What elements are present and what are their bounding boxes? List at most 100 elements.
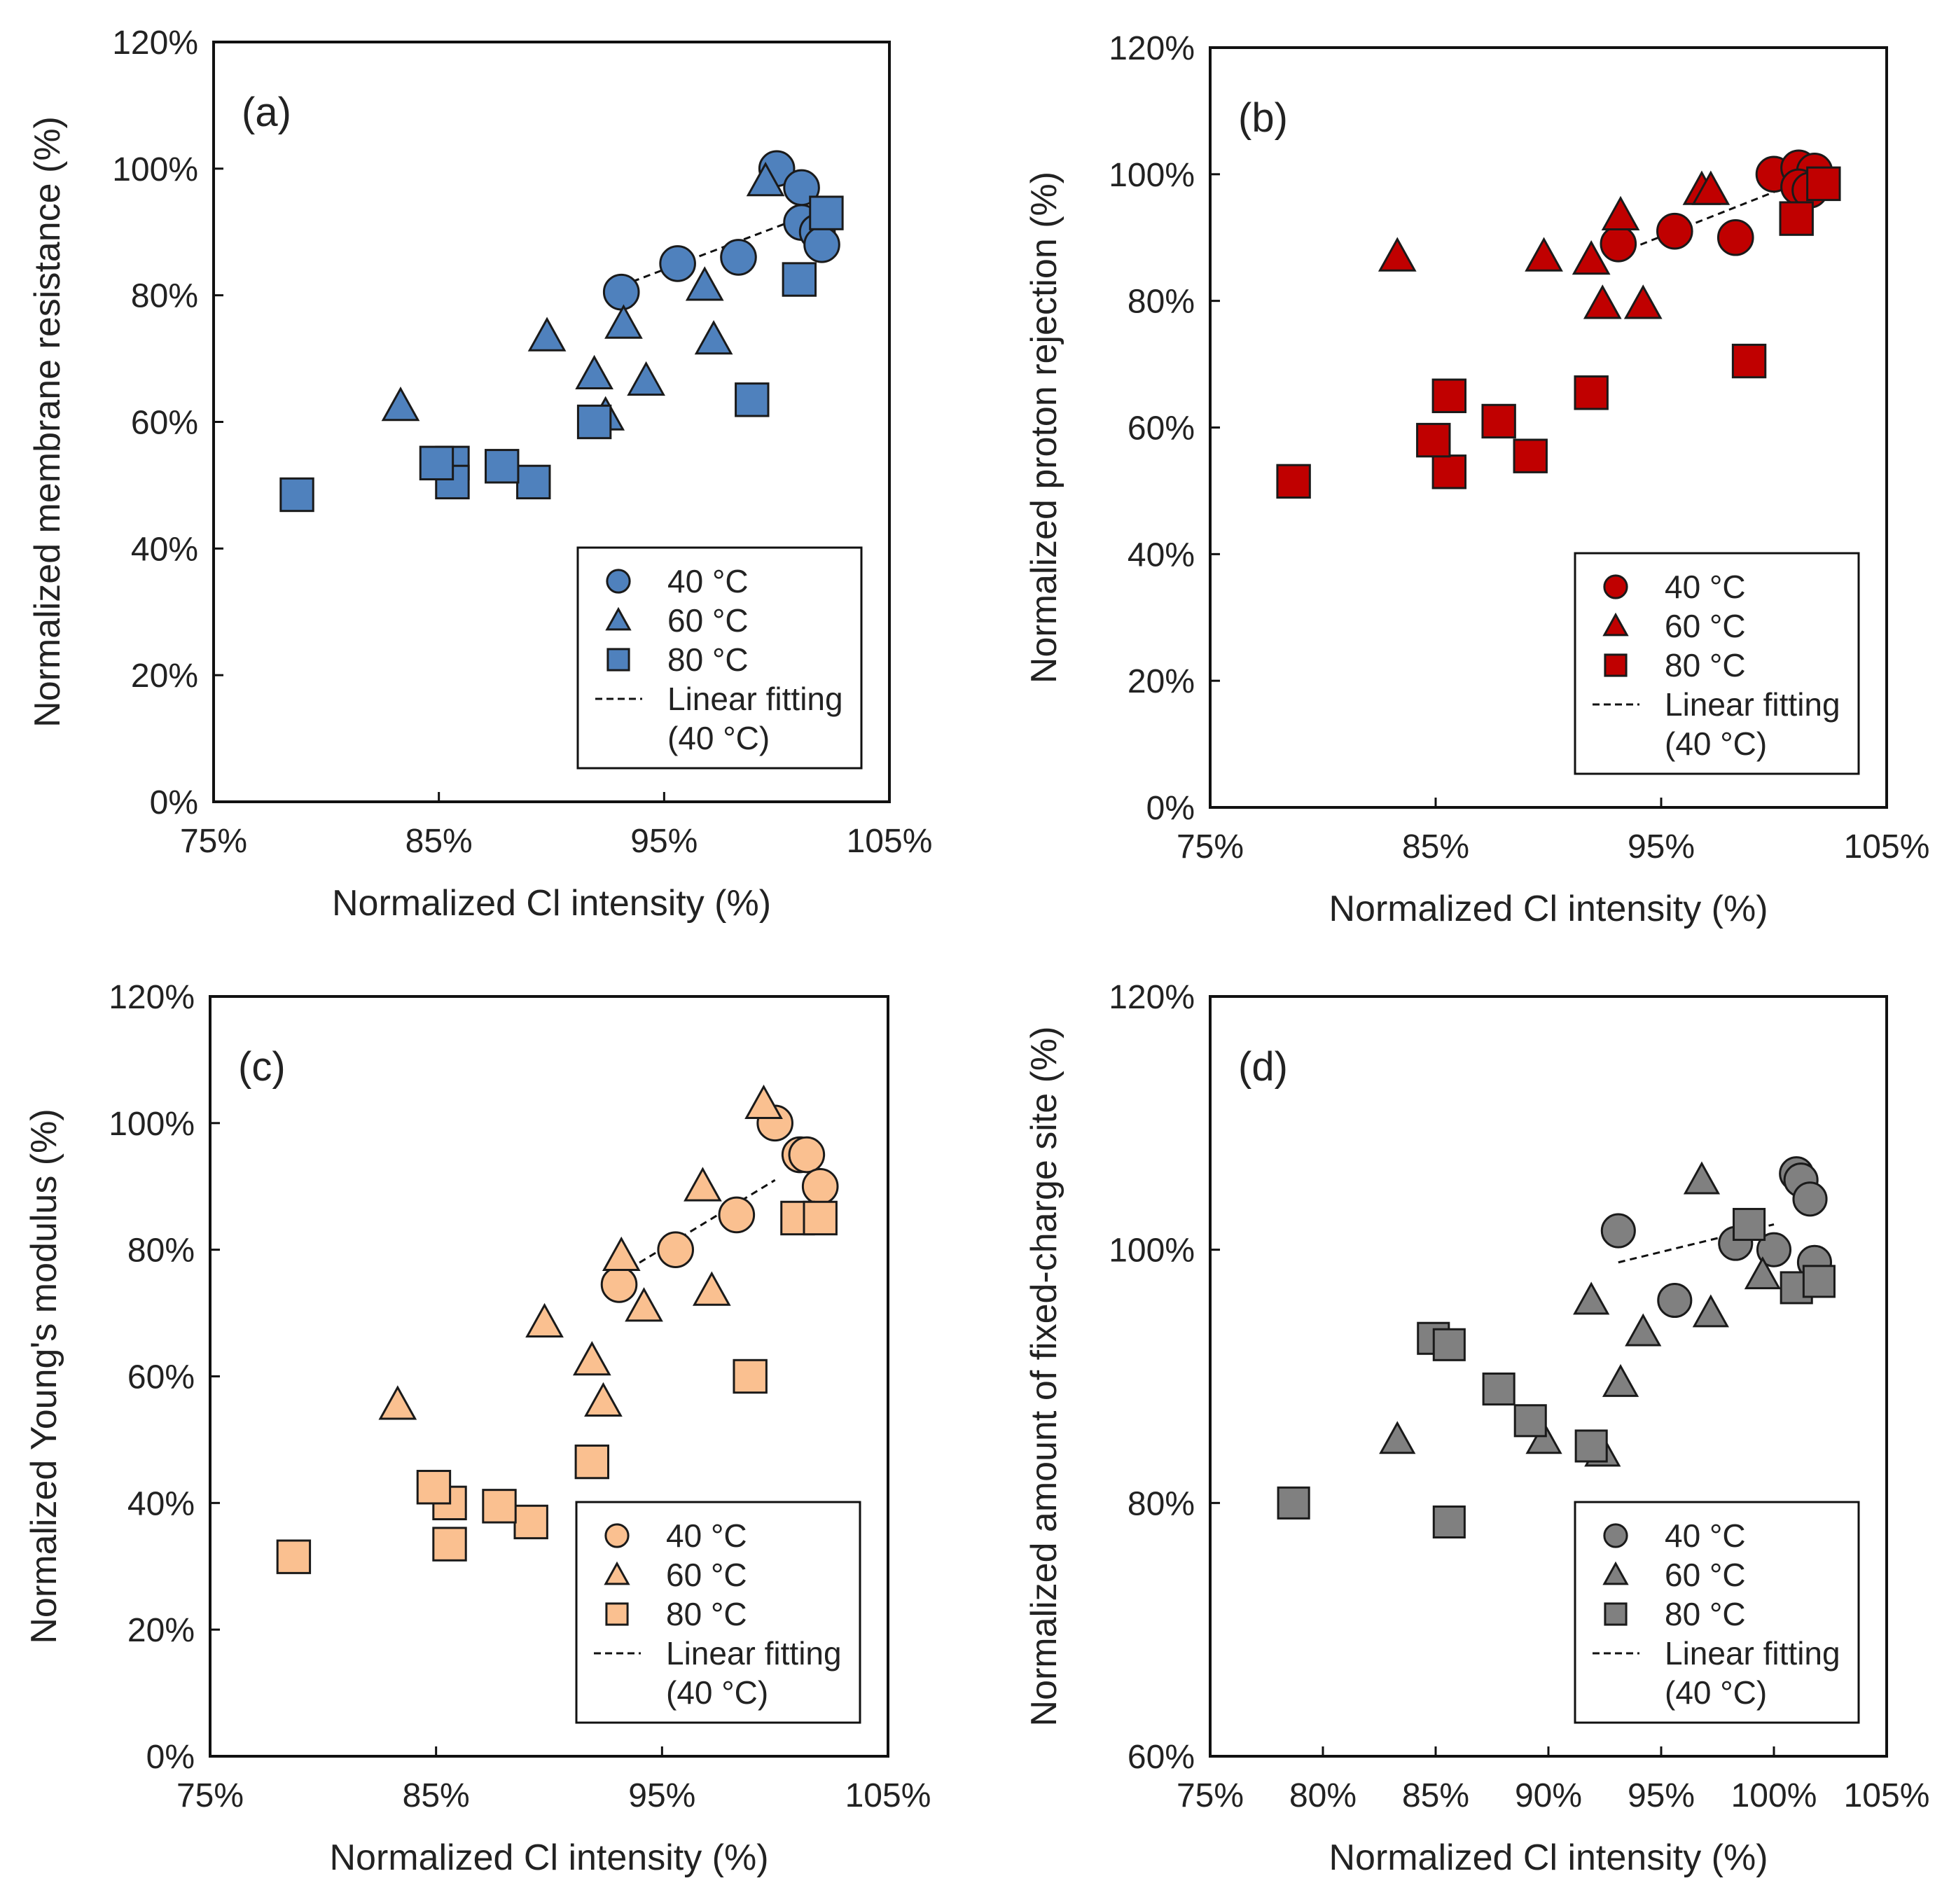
y-tick-label: 0%	[146, 1739, 195, 1776]
data-point-square	[419, 445, 455, 480]
data-point-square	[416, 1470, 452, 1505]
data-point-circle	[718, 1196, 756, 1234]
y-tick-label: 100%	[1109, 157, 1195, 194]
legend-label: 80 °C	[1665, 1596, 1746, 1632]
data-point-square	[803, 1200, 838, 1236]
legend-fit-label: Linear fitting	[1665, 686, 1840, 723]
data-point-circle	[720, 239, 757, 276]
data-point-triangle	[584, 1382, 623, 1417]
data-point-triangle	[1583, 284, 1622, 319]
legend-label: 80 °C	[667, 641, 749, 678]
data-point-square	[1731, 343, 1767, 379]
x-tick-label: 80%	[1289, 1777, 1357, 1814]
data-point-square	[1806, 166, 1841, 202]
data-point-triangle	[525, 1302, 564, 1337]
series-square	[1276, 166, 1841, 499]
data-point-triangle	[1625, 1313, 1662, 1347]
data-point-triangle	[1601, 195, 1640, 230]
legend-fit-label: Linear fitting	[666, 1635, 842, 1672]
legend-label: 60 °C	[1665, 1557, 1746, 1593]
x-tick-label: 85%	[1402, 1777, 1469, 1814]
data-point-square	[482, 1489, 517, 1524]
data-point-circle	[803, 226, 840, 263]
data-point-triangle	[1573, 1281, 1610, 1315]
data-point-triangle	[692, 1271, 731, 1306]
data-point-square	[1574, 1429, 1608, 1463]
y-tick-label: 120%	[1109, 30, 1195, 67]
data-point-triangle	[381, 387, 420, 422]
y-tick-label: 100%	[1109, 1232, 1195, 1270]
x-tick-label: 75%	[176, 1777, 244, 1814]
x-tick-label: 95%	[628, 1777, 695, 1814]
legend-marker-triangle	[1602, 1561, 1629, 1585]
x-tick-label: 95%	[630, 823, 698, 860]
data-point-triangle	[572, 1341, 611, 1376]
x-tick-label: 90%	[1515, 1777, 1582, 1814]
x-tick-label: 85%	[403, 1777, 470, 1814]
y-tick-label: 40%	[127, 1485, 195, 1522]
data-point-circle	[1600, 1213, 1636, 1249]
legend-label: 60 °C	[667, 602, 749, 639]
data-point-square	[1416, 422, 1451, 458]
data-point-circle	[657, 1231, 694, 1268]
data-point-triangle	[575, 354, 613, 390]
series-square	[276, 1200, 838, 1574]
x-tick-label: 75%	[1177, 828, 1244, 866]
series-circle	[1600, 1156, 1833, 1319]
y-tick-label: 20%	[1128, 663, 1195, 700]
data-point-triangle	[1692, 1294, 1729, 1328]
data-point-triangle	[1378, 237, 1417, 272]
data-point-square	[574, 1444, 610, 1480]
panel-label: (c)	[238, 1044, 286, 1090]
data-point-circle	[659, 245, 696, 282]
y-tick-label: 120%	[112, 25, 198, 62]
data-point-triangle	[1572, 240, 1611, 275]
panel-c: 75% 85% 95% 105% 0% 20% 40% 60% 80% 100% 120% Norma…	[24, 979, 931, 1878]
y-tick-label: 20%	[131, 658, 198, 695]
series-square	[279, 195, 844, 513]
legend-fit-label: Linear fitting	[1665, 1635, 1840, 1672]
data-point-circle	[600, 1266, 638, 1303]
y-tick-label: 100%	[112, 151, 198, 188]
data-point-triangle	[627, 361, 665, 396]
data-point-square	[1513, 1404, 1547, 1438]
data-point-square	[432, 1527, 467, 1562]
data-point-circle	[602, 273, 640, 311]
series-triangle	[1378, 170, 1730, 319]
x-axis-title: Normalized Cl intensity (%)	[1329, 1837, 1768, 1878]
legend-marker-triangle	[1602, 612, 1629, 637]
data-point-square	[1431, 378, 1467, 413]
data-point-circle	[1792, 1181, 1828, 1217]
legend-fit-sub: (40 °C)	[667, 720, 770, 756]
data-point-square	[782, 262, 817, 297]
data-point-square	[1276, 464, 1311, 499]
data-point-square	[485, 449, 520, 484]
legend-marker-triangle	[604, 1561, 630, 1585]
x-tick-label: 75%	[1177, 1777, 1244, 1814]
data-point-square	[1481, 403, 1516, 439]
legend-marker-square	[1604, 653, 1628, 677]
legend-fit-label: Linear fitting	[667, 681, 843, 717]
data-point-square	[735, 382, 770, 417]
data-point-square	[1574, 375, 1609, 410]
data-point-square	[1277, 1486, 1310, 1520]
data-point-circle	[788, 1136, 826, 1174]
y-axis-title: Normalized amount of fixed-charge site (…	[1024, 1027, 1064, 1727]
y-tick-label: 100%	[109, 1106, 195, 1143]
legend-label: 40 °C	[1665, 1517, 1746, 1554]
panel-b: 75% 85% 95% 105% 0% 20% 40% 60% 80% 100% 120% Norma…	[1024, 30, 1929, 929]
data-point-triangle	[625, 1287, 663, 1322]
data-point-square	[1733, 1207, 1766, 1242]
data-point-triangle	[1623, 284, 1663, 319]
legend-label: 80 °C	[1665, 647, 1746, 683]
y-tick-label: 80%	[1128, 284, 1195, 321]
legend-marker-circle	[604, 1523, 630, 1548]
y-tick-label: 60%	[131, 405, 198, 442]
legend-fit-sub: (40 °C)	[1665, 725, 1767, 762]
x-tick-label: 95%	[1628, 1777, 1695, 1814]
data-point-triangle	[1379, 1421, 1416, 1454]
y-tick-label: 120%	[109, 979, 195, 1016]
